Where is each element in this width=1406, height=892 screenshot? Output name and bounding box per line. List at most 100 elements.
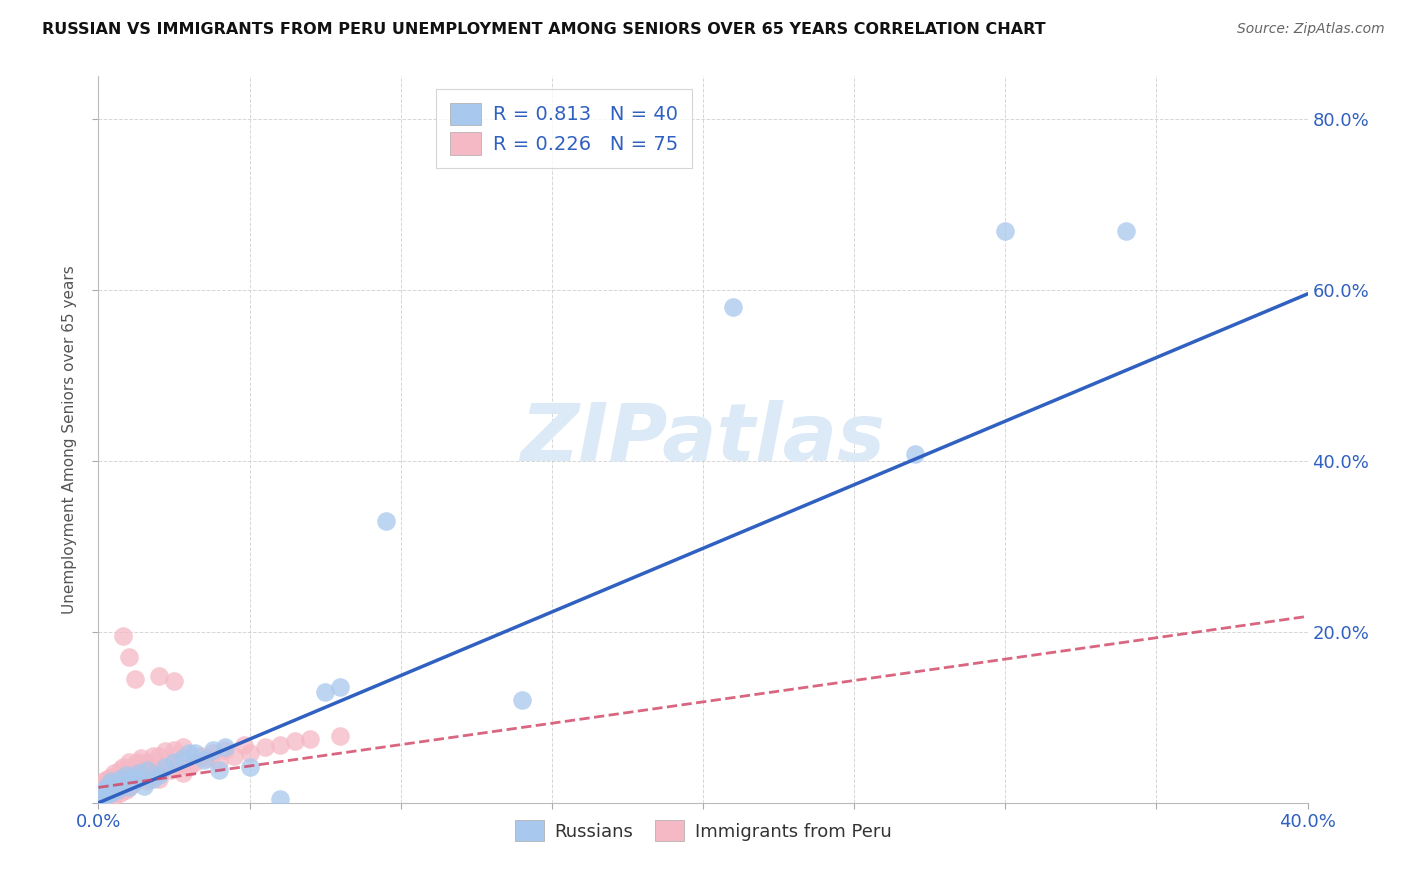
Text: RUSSIAN VS IMMIGRANTS FROM PERU UNEMPLOYMENT AMONG SENIORS OVER 65 YEARS CORRELA: RUSSIAN VS IMMIGRANTS FROM PERU UNEMPLOY… [42,22,1046,37]
Point [121,777,143,791]
Point [103,783,125,797]
Point [124,672,146,686]
Point [127,772,149,786]
Point [118,780,141,795]
Point [132,768,155,782]
Point [314,684,336,698]
Point [100,785,122,799]
Point [127,765,149,780]
Point [105,772,128,786]
Point [93,789,115,803]
Point [904,447,927,461]
Point [153,744,176,758]
Point [118,755,141,769]
Point [90,785,112,799]
Point [190,748,212,763]
Point [96,780,118,795]
Point [239,760,262,774]
Point [214,740,236,755]
Point [135,774,157,789]
Point [172,740,194,755]
Point [232,738,254,752]
Point [195,751,218,765]
Point [153,760,176,774]
Point [269,791,291,805]
Point [994,225,1017,239]
Point [93,779,115,793]
Point [100,774,122,789]
Point [103,780,125,795]
Point [103,777,125,791]
Point [93,783,115,797]
Point [142,772,165,786]
Y-axis label: Unemployment Among Seniors over 65 years: Unemployment Among Seniors over 65 years [62,265,77,614]
Point [96,772,118,786]
Point [108,772,131,786]
Point [108,764,131,778]
Point [208,755,231,769]
Point [124,757,146,772]
Point [105,780,128,795]
Point [163,743,186,757]
Point [90,780,112,795]
Legend: Russians, Immigrants from Peru: Russians, Immigrants from Peru [508,813,898,848]
Text: ZIPatlas: ZIPatlas [520,401,886,478]
Point [135,755,157,769]
Point [202,746,225,760]
Point [111,779,134,793]
Point [108,785,131,799]
Text: Source: ZipAtlas.com: Source: ZipAtlas.com [1237,22,1385,37]
Point [129,751,152,765]
Point [118,650,141,665]
Point [179,760,201,774]
Point [100,779,122,793]
Point [114,768,136,782]
Point [269,738,291,752]
Point [184,746,207,760]
Point [103,789,125,803]
Point [139,765,162,780]
Point [193,753,215,767]
Point [329,681,352,695]
Point [723,300,745,314]
Point [163,674,186,689]
Point [93,783,115,797]
Point [96,787,118,801]
Point [148,669,170,683]
Point [142,762,165,776]
Point [135,764,157,778]
Point [127,755,149,769]
Point [124,774,146,789]
Point [160,764,183,778]
Point [118,780,141,795]
Point [148,748,170,763]
Point [1115,225,1137,239]
Point [108,774,131,789]
Point [132,779,155,793]
Point [148,768,170,782]
Point [111,770,134,784]
Point [202,743,225,757]
Point [96,787,118,801]
Point [103,777,125,791]
Point [100,770,122,784]
Point [93,774,115,789]
Point [111,760,134,774]
Point [111,777,134,791]
Point [93,789,115,803]
Point [166,757,188,772]
Point [118,768,141,782]
Point [103,765,125,780]
Point [299,731,322,746]
Point [253,740,276,755]
Point [114,774,136,789]
Point [145,764,167,778]
Point [208,764,231,778]
Point [111,629,134,643]
Point [172,751,194,765]
Point [329,729,352,743]
Point [124,774,146,789]
Point [129,770,152,784]
Point [214,743,236,757]
Point [172,765,194,780]
